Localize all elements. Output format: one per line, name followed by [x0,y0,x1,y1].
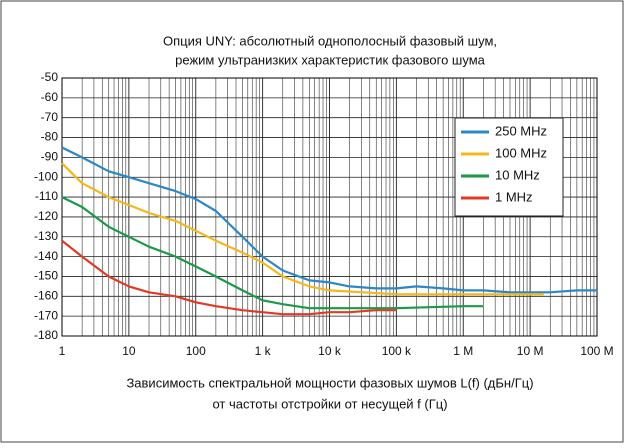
y-tick-label: -170 [34,308,58,322]
legend-label: 10 MHz [495,167,540,182]
y-tick-label: -80 [41,130,59,144]
series-line [61,162,544,296]
chart-title: режим ультранизких характеристик фазовог… [175,52,486,67]
legend-label: 100 MHz [495,145,547,160]
legend-box [454,117,564,217]
y-tick-label: -50 [41,70,59,84]
series-line [61,146,597,294]
x-axis-label: от частоты отстройки от несущей f (Гц) [212,396,447,411]
y-tick-label: -120 [34,209,58,223]
series-line [61,196,484,310]
x-tick-label: 1 [59,344,66,358]
y-tick-label: -150 [34,269,58,283]
y-tick-label: -130 [34,229,58,243]
y-tick-label: -160 [34,288,58,302]
x-tick-label: 10 [122,344,136,358]
y-tick-label: -180 [34,328,58,342]
legend-label: 1 MHz [495,189,533,204]
x-tick-label: 100 k [382,344,412,358]
series-line [61,239,397,316]
y-tick-label: -140 [34,249,58,263]
x-tick-label: 1 M [453,344,473,358]
plot-border [61,77,598,337]
x-tick-label: 100 M [580,344,613,358]
x-tick-label: 100 [186,344,206,358]
chart-title: Опция UNY: абсолютный однополосный фазов… [163,33,497,48]
y-tick-label: -100 [34,169,58,183]
y-tick-label: -110 [35,189,58,203]
x-axis-label: Зависимость спектральной мощности фазовы… [126,375,533,390]
y-tick-label: -60 [41,90,59,104]
x-tick-label: 10 k [318,344,342,358]
y-tick-label: -90 [41,150,59,164]
y-tick-label: -70 [41,110,59,124]
x-tick-label: 10 M [517,344,544,358]
x-tick-label: 1 k [255,344,272,358]
legend-label: 250 MHz [495,123,547,138]
